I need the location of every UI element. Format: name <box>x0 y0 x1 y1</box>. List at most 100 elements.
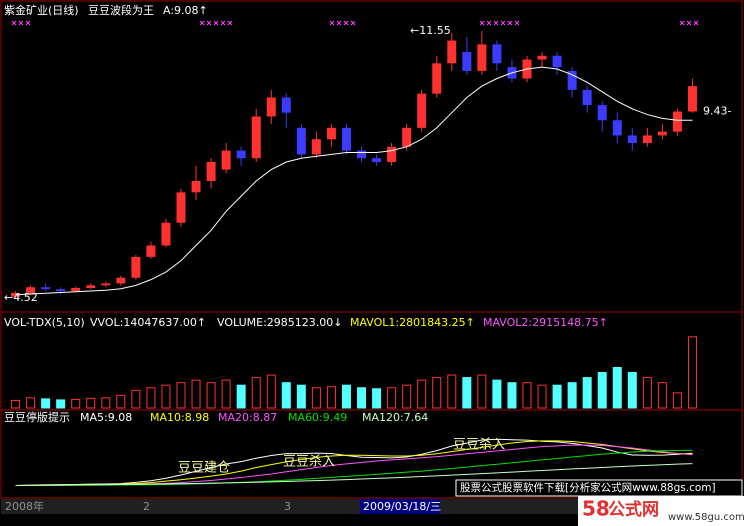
candle-body <box>86 285 96 288</box>
watermark: 股票公式股票软件下载[分析家公式网www.88gs.com] <box>460 481 716 494</box>
candle-body <box>311 139 321 155</box>
candle-body <box>131 256 141 278</box>
marker <box>11 20 17 26</box>
volume-bar <box>11 399 21 409</box>
volume-bar <box>71 398 81 409</box>
marker <box>25 20 31 26</box>
candle-body <box>477 44 487 71</box>
candle-body <box>447 40 457 64</box>
candle-body <box>627 135 637 144</box>
candle-body <box>266 97 276 117</box>
marker <box>679 20 685 26</box>
volume-bar <box>251 377 261 409</box>
candle-body <box>657 131 667 136</box>
volume-bar <box>582 377 592 409</box>
marker <box>343 20 349 26</box>
marker <box>486 20 492 26</box>
candle-body <box>71 287 81 292</box>
marker <box>350 20 356 26</box>
volume-bar <box>266 374 276 409</box>
volume-bar <box>236 384 246 409</box>
indicator-line <box>15 440 693 486</box>
volume-bar <box>552 384 562 409</box>
candle-body <box>341 127 351 151</box>
marker <box>227 20 233 26</box>
logo-name: 公式网 <box>608 499 659 520</box>
volume-bar <box>672 392 682 409</box>
marker <box>220 20 226 26</box>
marker <box>693 20 699 26</box>
volume-bar <box>642 377 652 409</box>
marker <box>500 20 506 26</box>
volume-bar <box>161 384 171 409</box>
marker <box>206 20 212 26</box>
candle-body <box>612 120 622 136</box>
volume-bar <box>657 382 667 409</box>
candle-body <box>251 116 261 159</box>
logo-number: 58 <box>582 497 610 521</box>
chart-title: 紫金矿业(日线) <box>4 3 79 17</box>
volume-bar <box>296 384 306 409</box>
candle-body <box>567 70 577 90</box>
candle-body <box>41 287 51 290</box>
candle-body <box>281 97 291 113</box>
volume-bar <box>311 387 321 409</box>
cursor-date: 2009/03/18/三 <box>363 500 441 513</box>
volume-text: VOLUME:2985123.00↓ <box>217 316 342 329</box>
marker <box>336 20 342 26</box>
candle-body <box>417 93 427 128</box>
volume-bar <box>432 377 442 409</box>
volume-bar <box>341 384 351 409</box>
candle-body <box>642 135 652 144</box>
volume-bar <box>612 366 622 409</box>
volume-bar <box>492 379 502 409</box>
volume-title: VOL-TDX(5,10) <box>4 316 85 329</box>
candle-body <box>116 277 126 284</box>
header-value: A:9.08↑ <box>163 4 208 17</box>
candle-body <box>432 63 442 94</box>
volume-text: VVOL:14047637.00↑ <box>90 316 206 329</box>
candle-body <box>56 289 66 292</box>
marker <box>686 20 692 26</box>
volume-bar <box>116 394 126 409</box>
indicator-line <box>15 449 693 486</box>
annotation: 豆豆杀入 <box>283 455 335 470</box>
candle-body <box>161 222 171 246</box>
price-label: ←4.52 <box>4 291 38 304</box>
volume-bar <box>281 382 291 409</box>
candle-body <box>597 105 607 121</box>
legend-entry: MA60:9.49 <box>288 411 347 424</box>
candle-body <box>687 86 697 112</box>
candle-body <box>402 127 412 147</box>
candle-body <box>357 150 367 159</box>
candle-body <box>582 89 592 106</box>
legend-entry: MA10:8.98 <box>150 411 209 424</box>
indicator-line <box>15 463 693 486</box>
candle-body <box>221 150 231 170</box>
volume-bar <box>597 372 607 409</box>
chart-subtitle: 豆豆波段为王 <box>88 3 154 17</box>
volume-bar <box>402 384 412 409</box>
annotation: 豆豆建仓 <box>178 461 230 476</box>
volume-bar <box>627 372 637 409</box>
candle-body <box>326 127 336 140</box>
marker <box>199 20 205 26</box>
moving-average <box>15 66 693 296</box>
candle-body <box>101 283 111 286</box>
candle-body <box>462 51 472 71</box>
volume-text: MAVOL2:2915148.75↑ <box>483 316 608 329</box>
volume-bar <box>522 382 532 409</box>
legend-entry: MA20:8.87 <box>218 411 277 424</box>
candle-body <box>176 192 186 223</box>
volume-bar <box>206 382 216 409</box>
volume-bar <box>26 397 36 409</box>
axis-label: 2008年 <box>5 499 44 513</box>
volume-bar <box>221 379 231 409</box>
volume-bar <box>326 386 336 409</box>
volume-bar <box>372 388 382 409</box>
indicator-title: 豆豆停版提示 <box>4 410 70 424</box>
marker <box>329 20 335 26</box>
volume-bar <box>477 374 487 409</box>
candle-body <box>191 180 201 193</box>
price-label: ←11.55 <box>410 24 451 37</box>
